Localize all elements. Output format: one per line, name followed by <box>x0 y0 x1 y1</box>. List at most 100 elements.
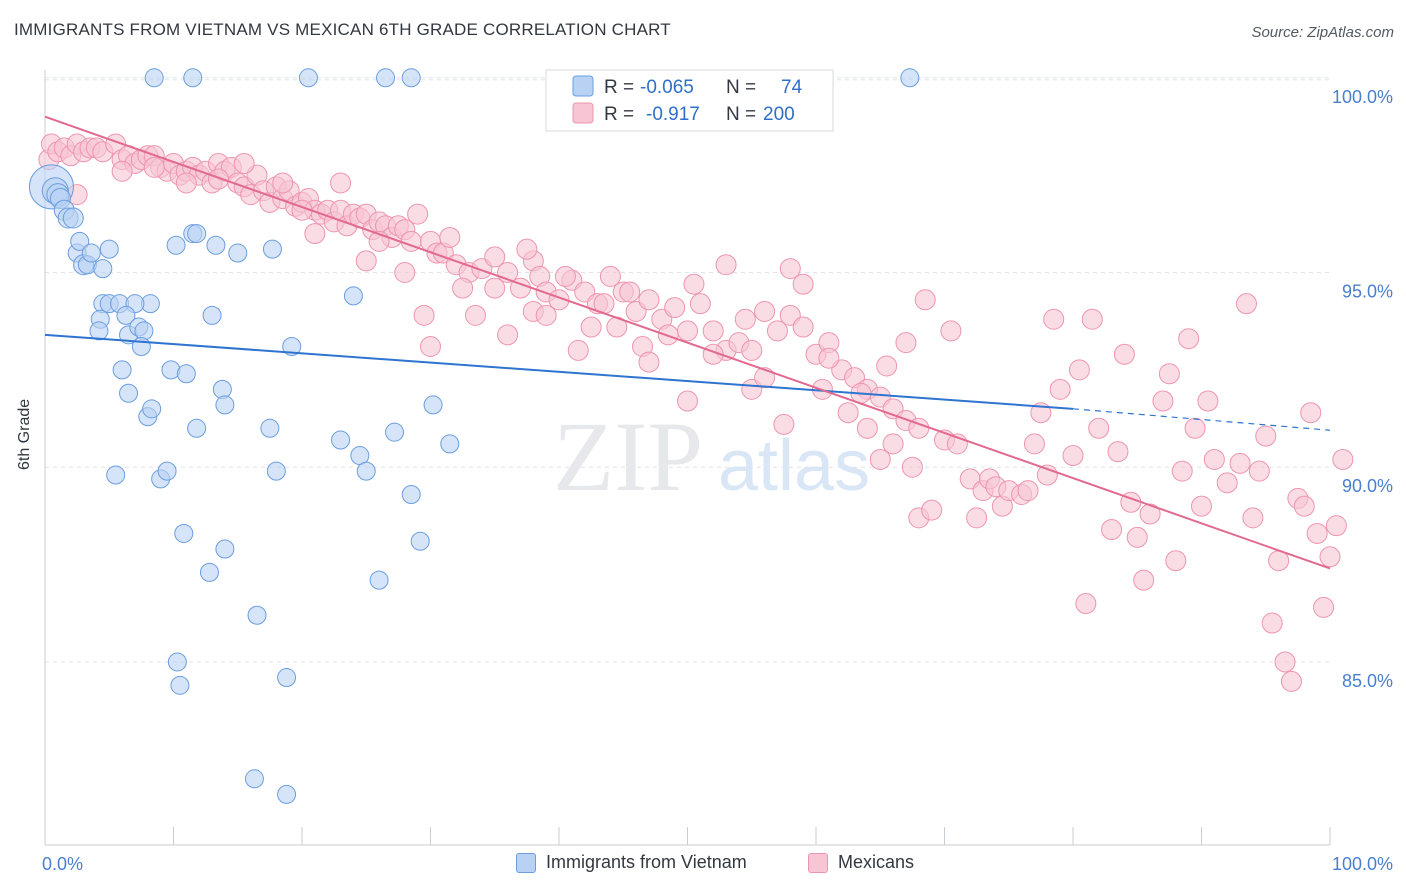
data-point <box>1197 390 1219 412</box>
data-point <box>407 203 429 225</box>
data-point <box>355 250 377 272</box>
legend-item-mexicans[interactable]: Mexicans <box>808 852 914 873</box>
data-point <box>385 422 405 442</box>
data-point <box>166 235 186 255</box>
data-point <box>199 562 219 582</box>
data-point <box>901 456 923 478</box>
data-point <box>1332 448 1354 470</box>
stats-swatch <box>572 75 594 97</box>
stats-r-value: -0.917 <box>646 104 700 125</box>
data-point <box>1274 651 1296 673</box>
data-point <box>895 332 917 354</box>
data-point <box>1068 359 1090 381</box>
data-point <box>1280 670 1302 692</box>
data-point <box>677 390 698 412</box>
data-point <box>175 172 197 194</box>
data-point <box>1178 328 1200 350</box>
stats-n-label: N = <box>726 77 756 98</box>
data-point <box>1017 480 1039 502</box>
data-point <box>1300 402 1322 424</box>
legend-item-vietnam[interactable]: Immigrants from Vietnam <box>516 852 747 873</box>
stats-legend-box <box>545 69 834 132</box>
stats-r-value: -0.065 <box>640 77 694 98</box>
data-point <box>1325 515 1347 537</box>
data-point <box>792 316 814 338</box>
data-point <box>183 68 203 88</box>
data-point <box>111 160 133 182</box>
data-point <box>99 239 119 259</box>
data-point <box>900 68 920 88</box>
data-point <box>599 265 621 287</box>
data-point <box>940 320 962 342</box>
data-point <box>143 156 165 178</box>
trend-line-vietnam <box>44 333 1074 410</box>
data-point <box>1126 526 1148 548</box>
data-point <box>715 254 737 276</box>
data-point <box>1075 593 1097 615</box>
stats-r-label: R = <box>604 104 634 125</box>
data-point <box>376 68 396 88</box>
data-point <box>484 246 506 268</box>
data-point <box>215 395 235 415</box>
data-point <box>1184 417 1206 439</box>
data-point <box>689 293 711 315</box>
data-point <box>142 399 162 419</box>
data-point <box>89 321 109 341</box>
data-point <box>1235 293 1257 315</box>
data-point <box>1293 495 1315 517</box>
trend-line-mexicans <box>44 115 1331 570</box>
watermark-zip: ZIP <box>553 401 703 512</box>
data-point <box>452 277 474 299</box>
data-point <box>1242 507 1264 529</box>
data-point <box>1113 343 1135 365</box>
data-point <box>260 418 280 438</box>
data-point <box>464 304 486 326</box>
data-point <box>167 652 187 672</box>
data-point <box>1043 308 1065 330</box>
data-point <box>1255 425 1277 447</box>
chart-title: IMMIGRANTS FROM VIETNAM VS MEXICAN 6TH G… <box>14 20 671 39</box>
data-point <box>93 259 113 279</box>
data-point <box>356 461 376 481</box>
data-point <box>792 273 814 295</box>
y-tick-label: 95.0% <box>1342 282 1393 302</box>
data-point <box>1216 472 1238 494</box>
data-point <box>1203 448 1225 470</box>
data-point <box>207 168 229 190</box>
data-point <box>619 281 641 303</box>
data-point <box>734 308 756 330</box>
data-point <box>1158 363 1180 385</box>
data-point <box>876 355 898 377</box>
data-point <box>914 289 936 311</box>
data-point <box>1133 569 1155 591</box>
data-point <box>157 461 177 481</box>
data-point <box>401 68 421 88</box>
stats-r-label: R = <box>604 77 634 98</box>
data-point <box>1049 378 1071 400</box>
data-point <box>119 383 139 403</box>
data-point <box>170 675 190 695</box>
data-point <box>1081 308 1103 330</box>
data-point <box>331 430 351 450</box>
data-point <box>62 207 84 229</box>
data-point <box>754 300 776 322</box>
data-point <box>638 351 660 373</box>
data-point <box>277 784 297 804</box>
data-point <box>423 395 443 415</box>
data-point <box>638 289 660 311</box>
data-point <box>702 320 724 342</box>
data-point <box>247 605 267 625</box>
data-point <box>131 337 151 357</box>
data-point <box>277 668 297 688</box>
data-point <box>244 769 264 789</box>
data-point <box>343 286 363 306</box>
data-point <box>779 258 801 280</box>
data-point <box>394 262 416 284</box>
data-point <box>369 570 389 590</box>
data-point <box>921 499 943 521</box>
data-point <box>869 448 891 470</box>
data-point <box>1261 612 1283 634</box>
data-point <box>304 223 326 245</box>
data-point <box>1306 522 1328 544</box>
